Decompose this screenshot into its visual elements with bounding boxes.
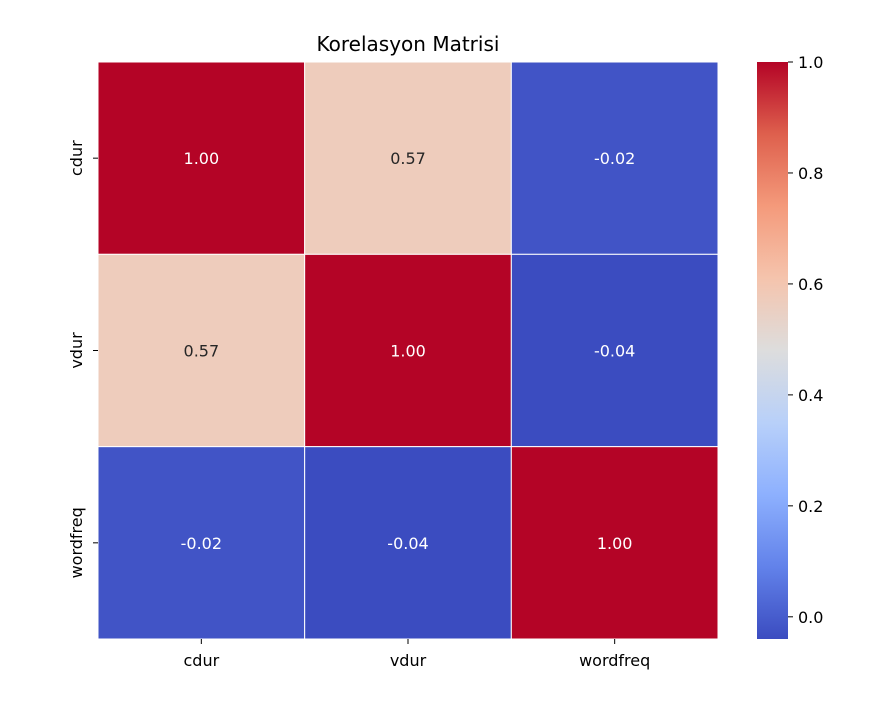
cell-value-label: 1.00 (390, 342, 426, 361)
cell-value-label: -0.02 (181, 534, 222, 553)
x-tick-label: wordfreq (579, 651, 650, 670)
colorbar-tick-label: 0.0 (798, 608, 823, 627)
cell-value-label: -0.02 (594, 149, 635, 168)
colorbar: 0.0 0.2 0.4 0.6 0.8 1.0 (757, 53, 823, 639)
x-tick-label: cdur (183, 651, 219, 670)
colorbar-tick-label: 1.0 (798, 53, 823, 72)
x-tick-label: vdur (390, 651, 427, 670)
y-tick-label: cdur (67, 140, 86, 176)
y-tick-label: wordfreq (67, 507, 86, 578)
colorbar-gradient (757, 62, 788, 639)
heatmap-value-labels: 1.00 0.57 -0.02 0.57 1.00 -0.04 -0.02 -0.04 1.00 (181, 149, 636, 553)
heatmap-cell (304, 253, 512, 448)
heatmap-cell (97, 446, 306, 640)
heatmap-cell (304, 61, 512, 255)
x-axis: cdur vdur wordfreq (183, 639, 650, 670)
heatmap-cell (304, 446, 512, 640)
colorbar-tick-label: 0.8 (798, 164, 823, 183)
colorbar-tick-label: 0.6 (798, 275, 823, 294)
cell-value-label: 1.00 (184, 149, 220, 168)
cell-value-label: 1.00 (597, 534, 633, 553)
cell-value-label: -0.04 (594, 342, 635, 361)
y-tick-label: vdur (67, 332, 86, 369)
chart-title: Korelasyon Matrisi (317, 32, 500, 56)
cell-value-label: 0.57 (184, 342, 220, 361)
heatmap-cells (97, 61, 719, 640)
colorbar-tick-label: 0.2 (798, 497, 823, 516)
heatmap-cell (97, 253, 306, 448)
colorbar-tick-label: 0.4 (798, 386, 823, 405)
heatmap-cell (510, 61, 719, 255)
heatmap-cell (97, 61, 306, 255)
cell-value-label: 0.57 (390, 149, 426, 168)
y-axis: cdur vdur wordfreq (67, 140, 98, 578)
cell-value-label: -0.04 (387, 534, 428, 553)
heatmap-cell (510, 253, 719, 448)
